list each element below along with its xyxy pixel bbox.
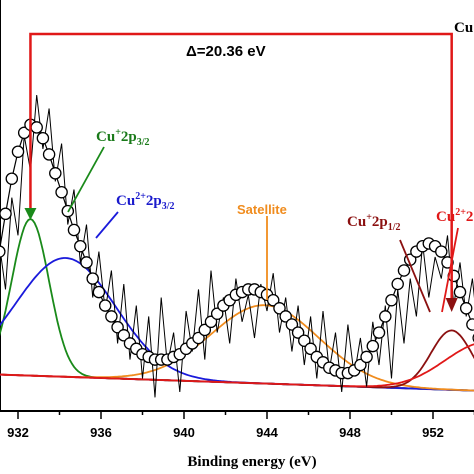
delta-label: Δ=20.36 eV xyxy=(186,43,266,60)
envelope-point xyxy=(67,223,81,237)
envelope-point xyxy=(42,148,56,161)
label-cu-2plus-2p32-tail: 2p xyxy=(146,193,162,209)
envelope-point xyxy=(74,239,87,253)
arrow-cu-2plus-2p12 xyxy=(441,227,459,313)
label-cu-plus-2p32-sub: 3/2 xyxy=(137,137,150,148)
envelope-point xyxy=(86,272,99,285)
x-tick-label: 940 xyxy=(173,425,195,440)
components-layer xyxy=(0,217,474,392)
component-curve-4 xyxy=(0,343,474,388)
envelope-point xyxy=(273,302,286,315)
envelope-point xyxy=(266,293,280,307)
label-cu-2plus-2p12: Cu2+2 xyxy=(436,207,473,225)
component-curve-1 xyxy=(0,257,474,392)
envelope-point xyxy=(0,207,12,221)
envelope-point xyxy=(192,331,205,345)
label-cu-plus-2p32: Cu+2p3/2 xyxy=(96,127,150,148)
arrow-cu-2plus-2p32 xyxy=(95,211,119,239)
label-cu-plus-2p12-tail: 2p xyxy=(372,214,388,230)
label-cu-plus-2p32-sup: + xyxy=(115,127,121,138)
envelope-point xyxy=(291,326,305,339)
label-cu-2plus-2p32-sub: 3/2 xyxy=(162,201,175,212)
component-curve-2 xyxy=(0,304,474,392)
label-cu-2plus-2p32-base: Cu xyxy=(116,193,135,209)
envelope-point xyxy=(298,334,311,347)
delta-arrowhead-right xyxy=(445,298,458,312)
envelope-point xyxy=(435,245,448,258)
envelope-point xyxy=(354,358,367,372)
envelope-fit-layer xyxy=(0,118,474,380)
envelope-point xyxy=(279,310,292,323)
envelope-point xyxy=(36,131,50,145)
envelope-point xyxy=(459,302,473,315)
label-cu-plus-2p12-sub: 1/2 xyxy=(388,222,401,233)
envelope-point xyxy=(49,167,62,180)
delta-bracket xyxy=(24,32,458,312)
delta-arrowhead-left xyxy=(24,208,37,220)
envelope-point xyxy=(92,285,106,299)
envelope-point xyxy=(285,318,299,331)
envelope-point xyxy=(198,323,212,337)
label-cu-plus-2p32-base: Cu xyxy=(96,129,115,145)
envelope-point xyxy=(385,293,398,307)
envelope-point xyxy=(0,245,6,258)
label-cu-plus-2p12-sup: + xyxy=(366,212,372,223)
envelope-point xyxy=(80,256,93,269)
envelope-point xyxy=(111,320,124,334)
envelope-point xyxy=(204,315,218,329)
envelope-point xyxy=(372,326,386,339)
label-cu-2plus-2p32: Cu2+2p3/2 xyxy=(116,191,175,212)
label-cu-2plus-2p12-tail: 2 xyxy=(466,209,474,225)
label-cu-2plus-2p32-sup: 2+ xyxy=(135,191,146,202)
x-tick-label: 948 xyxy=(339,425,361,440)
corner-label: Cu xyxy=(454,20,473,36)
arrow-cu-plus-2p32 xyxy=(67,146,105,213)
envelope-point xyxy=(304,342,317,356)
envelope-point xyxy=(105,310,118,323)
label-satellite: Satellite xyxy=(237,202,287,217)
envelope-point xyxy=(210,307,224,320)
envelope-point xyxy=(466,318,474,331)
envelope-point xyxy=(30,121,43,134)
envelope-point xyxy=(55,185,68,199)
envelope-point xyxy=(379,310,392,323)
x-tick-label: 932 xyxy=(7,425,29,440)
annotation-arrows xyxy=(67,146,459,313)
x-tick-label: 936 xyxy=(90,425,112,440)
envelope-point xyxy=(11,145,25,158)
envelope-fit-line xyxy=(0,123,474,374)
envelope-point xyxy=(366,339,380,353)
envelope-point xyxy=(98,299,112,312)
label-cu-plus-2p12-base: Cu xyxy=(347,214,366,230)
x-tick-label: 944 xyxy=(256,425,278,440)
envelope-point xyxy=(117,329,131,342)
x-tick-label: 952 xyxy=(422,425,444,440)
delta-bracket-line xyxy=(29,32,453,300)
plot-frame xyxy=(0,0,474,412)
label-cu-plus-2p32-tail: 2p xyxy=(121,129,137,145)
x-axis-label: Binding energy (eV) xyxy=(187,454,316,470)
envelope-point xyxy=(5,172,19,185)
arrow-cu-plus-2p12 xyxy=(399,239,431,313)
label-cu-2plus-2p12-base: Cu xyxy=(436,209,455,225)
envelope-point xyxy=(360,350,373,364)
envelope-point xyxy=(453,285,467,299)
envelope-point xyxy=(397,264,411,277)
label-cu-2plus-2p12-sup: 2+ xyxy=(455,207,466,218)
label-cu-plus-2p12: Cu+2p1/2 xyxy=(347,212,401,233)
envelope-point xyxy=(391,277,404,291)
x-axis-ticks: 932 936 940 944 948 952 xyxy=(7,411,474,440)
